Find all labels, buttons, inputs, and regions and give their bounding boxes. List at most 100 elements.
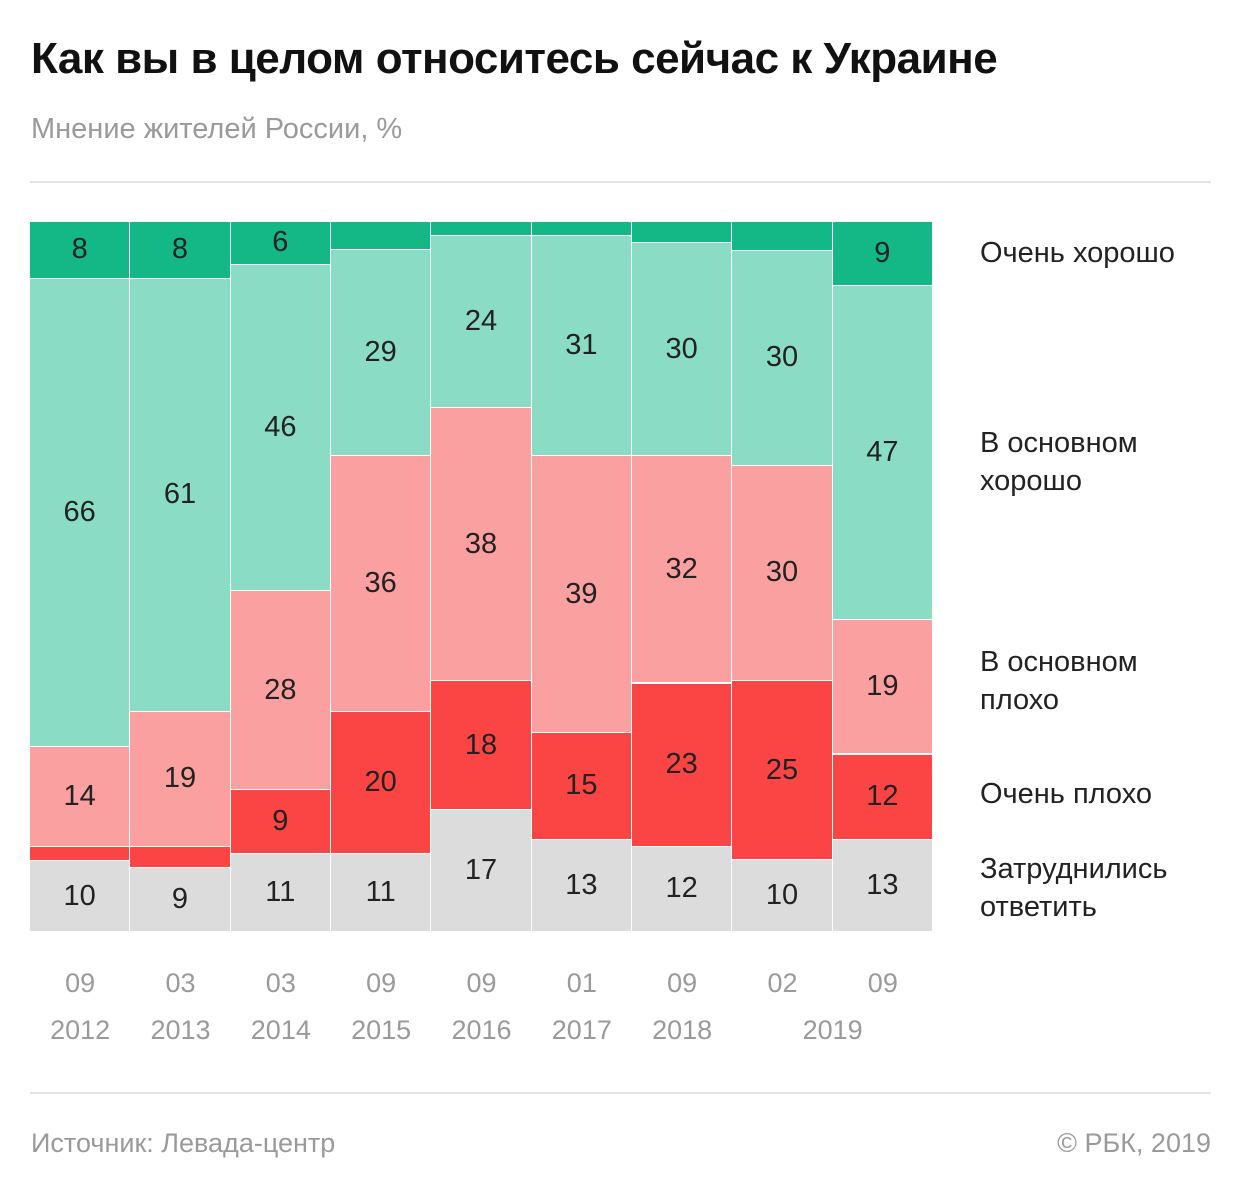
chart-title: Как вы в целом относитесь сейчас к Украи…	[31, 34, 998, 83]
legend-label: ответить	[980, 891, 1097, 923]
legend-label: Очень плохо	[980, 778, 1153, 810]
x-tick-year: 2014	[250, 1015, 311, 1045]
legend-label: Очень хорошо	[980, 237, 1175, 269]
data-label: 39	[565, 577, 598, 610]
data-label: 19	[163, 762, 197, 795]
chart-subtitle: Мнение жителей России, %	[31, 113, 403, 145]
bar-segment	[331, 222, 431, 250]
legend-label: В основном	[980, 427, 1138, 459]
legend-label: Затруднились	[980, 853, 1168, 885]
data-label: 11	[265, 875, 296, 908]
x-tick-month: 09	[667, 968, 698, 998]
bar-segment: 66	[30, 278, 130, 747]
bar-segment: 9	[130, 868, 230, 931]
data-label: 10	[63, 879, 96, 912]
bar-segment: 18	[431, 680, 531, 810]
data-label: 14	[63, 780, 96, 813]
x-tick-year: 2013	[150, 1015, 211, 1045]
data-label: 30	[665, 332, 698, 365]
bar-segment: 12	[832, 754, 932, 839]
copyright: © РБК, 2019	[1057, 1128, 1211, 1158]
bar-segment: 20	[331, 711, 431, 853]
data-label: 30	[765, 556, 799, 589]
data-label: 32	[665, 552, 698, 585]
x-tick-year: 2018	[652, 1015, 713, 1045]
data-label: 24	[464, 305, 498, 338]
bar-segment: 28	[230, 591, 330, 789]
data-label: 18	[464, 728, 498, 761]
bar-segment: 30	[732, 465, 832, 680]
data-label: 38	[464, 527, 498, 560]
data-label: 12	[665, 872, 698, 905]
bar-segment: 46	[230, 264, 330, 591]
bar-segment: 31	[531, 236, 631, 456]
data-label: 25	[765, 753, 799, 786]
data-label: 17	[464, 854, 498, 887]
bar-segment: 30	[732, 250, 832, 465]
data-label: 31	[565, 329, 598, 362]
bar-segment: 29	[331, 250, 431, 456]
legend-item: Затруднились ответить	[980, 850, 1168, 926]
bar-segment: 19	[130, 711, 230, 846]
bar-segment: 10	[732, 860, 832, 931]
data-label: 23	[665, 748, 698, 781]
data-label: 61	[163, 478, 197, 511]
x-tick-month: 01	[566, 968, 597, 998]
bar-segment: 32	[632, 456, 732, 683]
bar-segment: 47	[832, 285, 932, 619]
data-label: 66	[63, 496, 96, 529]
bar-segment: 17	[431, 810, 531, 931]
bar-segment: 6	[230, 222, 330, 264]
bar-segment	[130, 846, 230, 868]
bar-segment: 12	[632, 846, 732, 931]
bar-segment: 8	[130, 222, 230, 278]
data-label: 30	[765, 341, 799, 374]
bar-segment	[531, 222, 631, 236]
bar-segment: 13	[531, 839, 631, 931]
data-label: 12	[866, 780, 899, 813]
bar-segment: 30	[632, 243, 732, 456]
bar-segment	[632, 222, 732, 243]
bar-segment	[431, 222, 531, 236]
bar-segment: 11	[230, 853, 330, 931]
data-label: 10	[765, 879, 799, 912]
data-label: 46	[264, 410, 297, 443]
x-tick-year: 2015	[351, 1015, 412, 1045]
bottom-divider	[30, 1092, 1211, 1094]
x-tick-year: 2012	[50, 1015, 111, 1045]
data-label: 29	[364, 336, 397, 369]
legend-item: Очень плохо	[980, 775, 1152, 813]
data-label: 28	[264, 673, 297, 706]
bar-segment: 8	[30, 222, 130, 278]
data-label: 9	[171, 883, 189, 916]
data-label: 19	[866, 670, 899, 703]
legend-label: плохо	[980, 684, 1060, 716]
top-divider	[30, 181, 1211, 183]
bar-segment: 25	[732, 680, 832, 860]
legend-item: В основном хорошо	[980, 424, 1138, 500]
bar-segment	[30, 846, 130, 860]
x-tick-month: 02	[767, 968, 798, 998]
legend-item: Очень хорошо	[980, 234, 1175, 272]
bar-segment: 10	[30, 861, 130, 931]
legend-label: В основном	[980, 646, 1138, 678]
x-tick-month: 09	[466, 968, 497, 998]
data-label: 36	[364, 567, 397, 600]
x-tick-month: 09	[366, 968, 397, 998]
x-tick-year: 2019	[802, 1015, 863, 1045]
bar-segment: 9	[230, 790, 330, 853]
legend-item: В основном плохо	[980, 643, 1138, 719]
x-tick-year: 2017	[551, 1015, 612, 1045]
source-note: Источник: Левада-центр	[31, 1128, 336, 1158]
bar-segment: 14	[30, 747, 130, 846]
bar-segment: 9	[832, 222, 932, 285]
data-label: 20	[364, 765, 397, 798]
bar-segment: 13	[832, 839, 932, 931]
data-label: 8	[71, 233, 88, 266]
bar-segment: 19	[832, 619, 932, 754]
bar-segment: 23	[632, 683, 732, 846]
stacked-bar-chart: 8 66 14 10 8 61 19 9 6 46 28 9 11 29 36 20 11 24 38 18 17 31 3…	[30, 222, 933, 932]
data-label: 8	[171, 233, 189, 266]
bar-segment: 24	[431, 236, 531, 408]
